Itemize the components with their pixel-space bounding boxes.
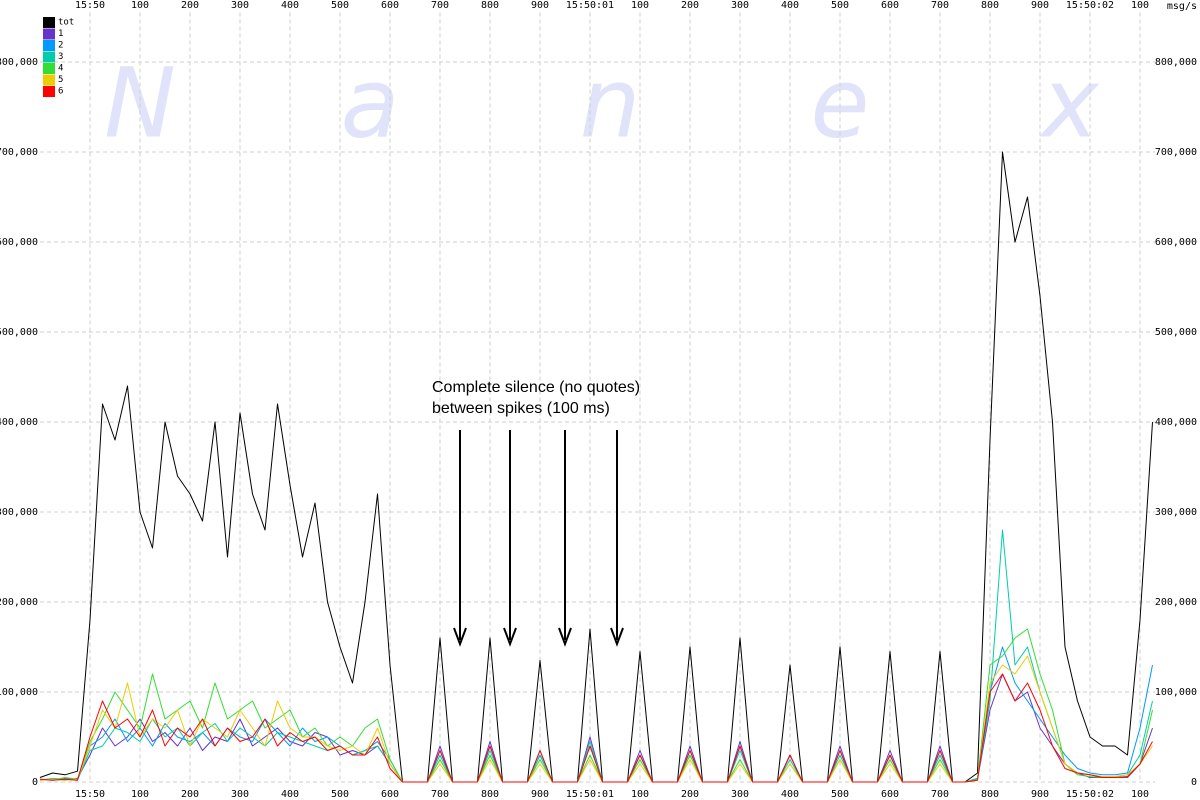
- x-tick-label: 100: [1131, 789, 1149, 800]
- x-tick-label: 15:50:02: [1066, 0, 1114, 11]
- x-tick-label: 500: [831, 789, 849, 800]
- x-tick-label: 300: [731, 0, 749, 11]
- y-tick-label: 800,000: [1155, 57, 1197, 68]
- y-tick-label: 600,000: [1155, 237, 1197, 248]
- legend-label: 1: [58, 29, 63, 39]
- arrow-head: [503, 627, 517, 647]
- y-tick-label: 0: [1191, 777, 1197, 788]
- legend-swatch: [43, 40, 55, 51]
- y-tick-label: 800,000: [0, 57, 38, 68]
- x-tick-label: 100: [131, 0, 149, 11]
- x-tick-label: 700: [931, 789, 949, 800]
- x-tick-label: 100: [1131, 0, 1149, 11]
- x-tick-label: 200: [181, 0, 199, 11]
- legend-label: 5: [58, 75, 63, 85]
- x-tick-label: 600: [381, 789, 399, 800]
- legend-label: 4: [58, 64, 63, 74]
- legend-label: 2: [58, 41, 63, 51]
- x-tick-label: 500: [831, 0, 849, 11]
- y-tick-label: 400,000: [0, 417, 38, 428]
- y-tick-label: 200,000: [0, 597, 38, 608]
- x-tick-label: 15:50: [75, 789, 105, 800]
- legend-swatch: [43, 28, 55, 40]
- x-tick-label: 400: [781, 0, 799, 11]
- x-tick-label: 900: [1031, 789, 1049, 800]
- y-tick-label: 700,000: [1155, 147, 1197, 158]
- x-tick-label: 800: [981, 789, 999, 800]
- arrow-head: [610, 627, 624, 647]
- x-tick-label: 15:50:02: [1066, 789, 1114, 800]
- legend-swatch: [43, 63, 55, 74]
- x-tick-label: 900: [1031, 0, 1049, 11]
- x-tick-label: 500: [331, 789, 349, 800]
- arrow-head: [558, 627, 572, 647]
- watermark-letter: a: [341, 47, 400, 159]
- y-tick-label: 400,000: [1155, 417, 1197, 428]
- y-tick-label: 100,000: [0, 687, 38, 698]
- arrow-head: [453, 627, 467, 647]
- x-tick-label: 700: [431, 789, 449, 800]
- unit-label: msg/s: [1167, 1, 1197, 12]
- y-tick-label: 500,000: [1155, 327, 1197, 338]
- plot: [39, 151, 1153, 783]
- x-tick-label: 900: [531, 789, 549, 800]
- x-tick-label: 800: [481, 0, 499, 11]
- watermark-letter: x: [1039, 47, 1100, 159]
- x-tick-label: 600: [881, 0, 899, 11]
- x-tick-label: 300: [231, 789, 249, 800]
- x-tick-label: 400: [781, 789, 799, 800]
- x-tick-label: 100: [131, 789, 149, 800]
- legend-swatch: [43, 17, 55, 28]
- x-tick-label: 200: [681, 789, 699, 800]
- legend-swatch: [43, 74, 55, 86]
- legend-label: tot: [58, 18, 74, 28]
- grid: [40, 12, 1155, 783]
- x-tick-label: 900: [531, 0, 549, 11]
- x-tick-label: 100: [631, 789, 649, 800]
- y-tick-label: 600,000: [0, 237, 38, 248]
- watermark-letter: n: [580, 47, 641, 159]
- x-tick-label: 700: [431, 0, 449, 11]
- x-tick-label: 300: [231, 0, 249, 11]
- x-tick-label: 500: [331, 0, 349, 11]
- arrows: [453, 430, 624, 647]
- legend-label: 3: [58, 52, 63, 62]
- x-tick-label: 700: [931, 0, 949, 11]
- legend-swatch: [43, 51, 55, 63]
- y-tick-label: 200,000: [1155, 597, 1197, 608]
- x-tick-label: 400: [281, 789, 299, 800]
- x-tick-label: 800: [981, 0, 999, 11]
- y-tick-label: 100,000: [1155, 687, 1197, 698]
- y-tick-label: 300,000: [0, 507, 38, 518]
- annotation: between spikes (100 ms): [432, 400, 610, 417]
- x-tick-label: 200: [181, 789, 199, 800]
- x-tick-label: 15:50:01: [566, 0, 614, 11]
- x-tick-label: 100: [631, 0, 649, 11]
- x-tick-label: 15:50:01: [566, 789, 614, 800]
- x-tick-label: 600: [381, 0, 399, 11]
- y-tick-label: 700,000: [0, 147, 38, 158]
- y-tick-label: 0: [32, 777, 38, 788]
- y-tick-label: 500,000: [0, 327, 38, 338]
- series-line: [39, 151, 1153, 783]
- series-line: [39, 673, 1153, 783]
- x-tick-label: 300: [731, 789, 749, 800]
- x-tick-label: 400: [281, 0, 299, 11]
- legend-swatch: [43, 86, 55, 97]
- annotation: Complete silence (no quotes): [432, 379, 640, 396]
- x-tick-label: 15:50: [75, 0, 105, 11]
- x-tick-label: 200: [681, 0, 699, 11]
- x-tick-label: 800: [481, 789, 499, 800]
- x-tick-label: 600: [881, 789, 899, 800]
- y-tick-label: 300,000: [1155, 507, 1197, 518]
- legend-label: 6: [58, 87, 63, 97]
